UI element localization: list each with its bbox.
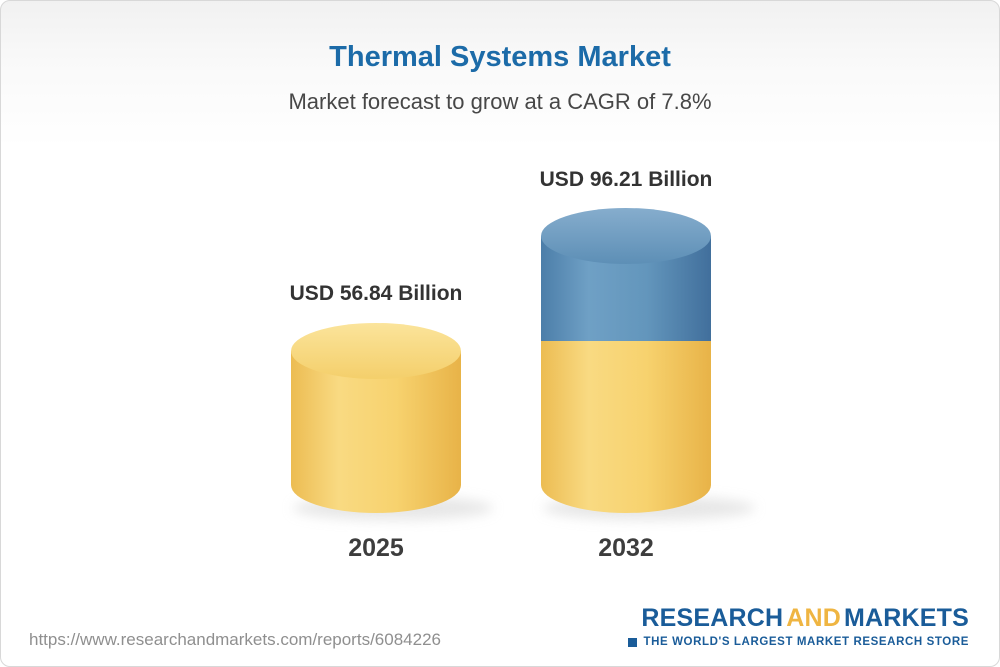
logo-wordmark: RESEARCH AND MARKETS [638, 606, 969, 631]
cylinder-2032-growth-segment [541, 236, 711, 341]
cylinder-2032 [541, 208, 711, 513]
category-label-2025: 2025 [348, 534, 404, 562]
logo-word-research: RESEARCH [641, 604, 784, 632]
cylinder-2032-base-segment [541, 341, 711, 513]
value-label-2025: USD 56.84 Billion [289, 282, 463, 305]
logo-word-markets: MARKETS [843, 604, 969, 632]
page-subtitle: Market forecast to grow at a CAGR of 7.8… [288, 89, 712, 114]
cylinder-2025 [291, 323, 461, 513]
logo-tagline: THE WORLD'S LARGEST MARKET RESEARCH STOR… [627, 636, 970, 648]
page-title: Thermal Systems Market [329, 41, 671, 73]
logo-tagline-text: THE WORLD'S LARGEST MARKET RESEARCH STOR… [643, 636, 969, 648]
logo-word-and: AND [786, 604, 841, 632]
logo-square-icon [627, 637, 637, 647]
value-label-2032: USD 96.21 Billion [539, 168, 713, 191]
research-and-markets-logo: RESEARCH AND MARKETS THE WORLD'S LARGEST M… [627, 606, 970, 648]
report-url: https://www.researchandmarkets.com/repor… [29, 630, 441, 649]
category-label-2032: 2032 [598, 534, 654, 562]
